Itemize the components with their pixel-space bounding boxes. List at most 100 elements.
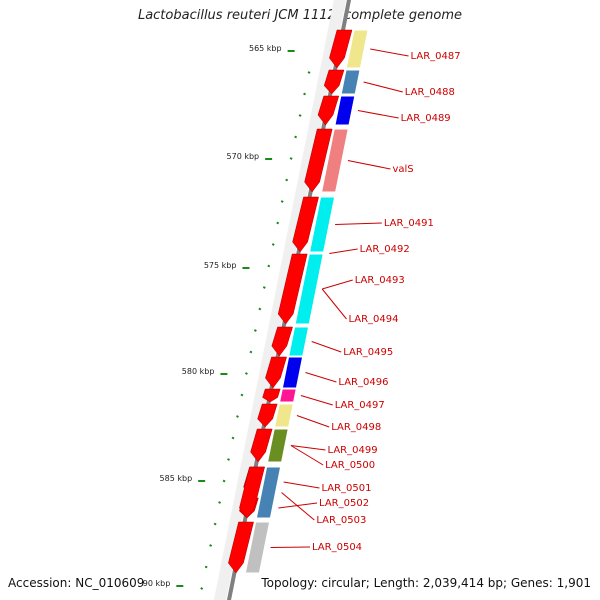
leader-line [329, 248, 358, 254]
gene-label: valS [392, 164, 413, 175]
backbone-shadow [213, 0, 347, 600]
leader-line [335, 222, 382, 225]
gene-label: LAR_0495 [343, 347, 393, 358]
gene-label: LAR_0494 [348, 314, 398, 325]
minor-tick [249, 350, 253, 354]
minor-tick [280, 200, 284, 203]
gene-arrow [292, 196, 319, 253]
minor-tick [209, 544, 213, 547]
label-layer: LAR_0487 LAR_0488 LAR_0489 valS LAR_0491 LAR_… [270, 48, 461, 553]
minor-tick [227, 458, 230, 461]
minor-tick [271, 243, 275, 246]
leader-line [296, 415, 330, 428]
leader-line [347, 160, 391, 170]
minor-tick [240, 393, 244, 397]
scale-label: 565 kbp [249, 44, 282, 53]
leader-line [370, 48, 409, 57]
leader-line [305, 372, 337, 383]
gene-arrow [257, 403, 278, 428]
gene-label: LAR_0496 [338, 377, 388, 388]
leader-line [281, 492, 315, 521]
gene-label: LAR_0501 [321, 483, 371, 494]
gene-arrow [239, 466, 265, 519]
leader-line [290, 445, 324, 466]
scale-label: 90 kbp [143, 579, 171, 588]
cog-box [273, 403, 294, 428]
leader-line [357, 110, 399, 119]
cog-box [294, 253, 324, 325]
gene-label: LAR_0492 [360, 244, 410, 255]
minor-tick [285, 178, 289, 182]
gene-label: LAR_0500 [325, 460, 375, 471]
minor-tick [204, 565, 208, 569]
cog-box [320, 128, 349, 193]
gene-label: LAR_0498 [331, 422, 381, 433]
minor-tick [244, 372, 248, 375]
gene-arrow [323, 69, 345, 95]
scale-label: 585 kbp [160, 474, 193, 483]
gene-layer [228, 29, 369, 574]
gene-arrow [271, 326, 293, 357]
leader-line [363, 81, 403, 93]
gene-label: LAR_0493 [355, 275, 405, 286]
leader-line [300, 395, 333, 406]
leader-line [270, 546, 311, 548]
gene-arrow [277, 253, 308, 325]
gene-arrow [304, 128, 333, 193]
minor-tick [289, 157, 293, 160]
minor-tick [307, 71, 311, 74]
cog-box [340, 69, 361, 95]
gene-arrow [262, 388, 281, 403]
gene-arrow [265, 356, 287, 389]
gene-arrow [329, 29, 353, 69]
cog-box [308, 196, 336, 253]
cog-box [255, 466, 282, 519]
leader-line [290, 445, 326, 451]
cog-box [266, 428, 289, 463]
minor-tick [236, 415, 239, 418]
cog-box [334, 95, 356, 126]
gene-arrow [317, 95, 340, 126]
leader-line [322, 279, 353, 290]
leader-line [321, 288, 347, 320]
minor-tick [253, 329, 257, 332]
leader-line [283, 481, 320, 489]
gene-label: LAR_0503 [316, 515, 366, 526]
gene-label: LAR_0489 [401, 113, 451, 124]
cog-box [281, 356, 304, 389]
minor-tick [222, 479, 226, 483]
gene-label: LAR_0491 [384, 218, 434, 229]
gene-label: LAR_0497 [335, 400, 385, 411]
gene-label: LAR_0499 [328, 445, 378, 456]
map-title: Lactobacillus reuteri JCM 1112, complete… [137, 8, 463, 23]
cog-box [244, 521, 271, 574]
minor-tick [258, 307, 262, 311]
gene-arrow [228, 521, 254, 574]
minor-tick [267, 264, 271, 268]
minor-tick [294, 135, 298, 139]
accession-text: Accession: NC_010609 [8, 576, 145, 590]
minor-tick [262, 286, 266, 289]
gene-label: LAR_0487 [411, 51, 461, 62]
minor-tick [218, 501, 222, 504]
cog-box [288, 326, 310, 357]
topology-text: Topology: circular; Length: 2,039,414 bp… [261, 576, 591, 590]
minor-tick [213, 522, 217, 526]
gene-label: LAR_0502 [319, 498, 369, 509]
scale-label: 575 kbp [204, 261, 237, 270]
cog-box [345, 29, 369, 69]
minor-tick [298, 114, 302, 117]
gene-label: LAR_0488 [405, 87, 455, 98]
gene-label: LAR_0504 [312, 542, 362, 553]
gene-arrow [250, 428, 273, 463]
minor-tick [276, 221, 280, 225]
leader-line [311, 341, 342, 353]
minor-tick [231, 436, 235, 440]
cog-box [278, 388, 297, 403]
minor-tick [200, 587, 204, 590]
scale-label: 570 kbp [227, 152, 260, 161]
scale-label: 580 kbp [182, 367, 215, 376]
minor-tick [303, 92, 306, 96]
scale-layer: 565 kbp 570 kbp 575 kbp 580 kbp 585 kbp 90 kb… [143, 44, 311, 590]
